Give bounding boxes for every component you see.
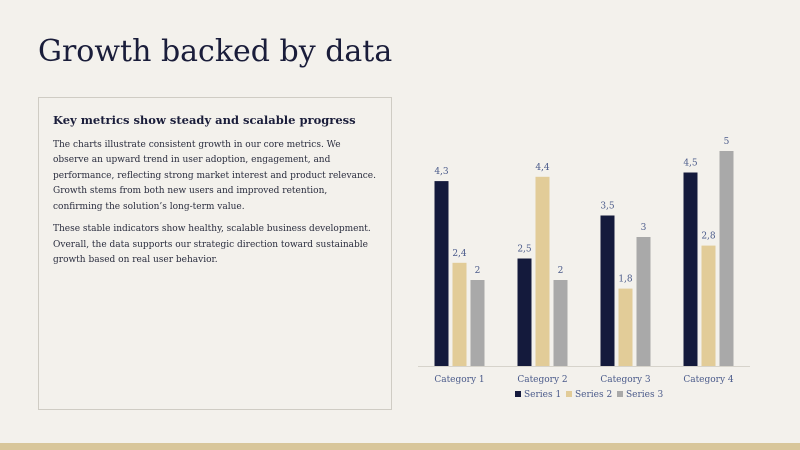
bar-1-3 [600,215,615,366]
data-label-3-2: 2 [558,266,564,276]
slide-title: Growth backed by data [38,34,393,69]
bar-3-3 [636,237,651,366]
legend-label-1: Series 1 [524,390,561,400]
data-label-3-4: 5 [724,137,730,147]
legend-label-3: Series 3 [626,390,663,400]
bar-chart: 4,3 2,4 2 Category 1 2,5 4,4 2 Category 2 3,5 1,8… [418,137,750,400]
data-label-1-3: 3,5 [600,202,615,212]
card-paragraph-2: These stable indicators show healthy, sc… [53,224,371,266]
category-label-2: Category 2 [517,375,567,385]
category-label-3: Category 3 [600,375,651,385]
legend-swatch-1 [515,391,521,397]
data-label-3-3: 3 [641,223,647,233]
data-label-2-4: 2,8 [701,232,716,242]
bar-2-4 [701,245,716,366]
legend-swatch-2 [566,391,572,397]
data-label-1-1: 4,3 [434,167,449,177]
card-heading: Key metrics show steady and scalable pro… [53,113,356,127]
card-paragraph-1: The charts illustrate consistent growth … [53,139,376,212]
legend-label-2: Series 2 [575,390,612,400]
key-metrics-card: Key metrics show steady and scalable pro… [38,97,392,410]
data-label-1-4: 4,5 [683,159,698,169]
category-label-4: Category 4 [683,375,734,385]
bar-1-2 [517,258,532,366]
data-label-3-1: 2 [475,266,481,276]
data-label-2-2: 4,4 [535,163,550,173]
bar-1-1 [434,181,449,366]
data-label-2-1: 2,4 [452,249,467,259]
bar-2-1 [452,262,467,366]
bar-3-1 [470,280,485,366]
bar-2-3 [618,288,633,366]
legend-swatch-3 [617,391,623,397]
bar-3-4 [719,151,734,366]
data-label-1-2: 2,5 [517,245,532,255]
category-label-1: Category 1 [434,375,484,385]
bar-2-2 [535,176,550,366]
bar-3-2 [553,280,568,366]
bar-1-4 [683,172,698,366]
data-label-2-3: 1,8 [618,275,633,285]
bottom-accent-band [0,443,800,450]
